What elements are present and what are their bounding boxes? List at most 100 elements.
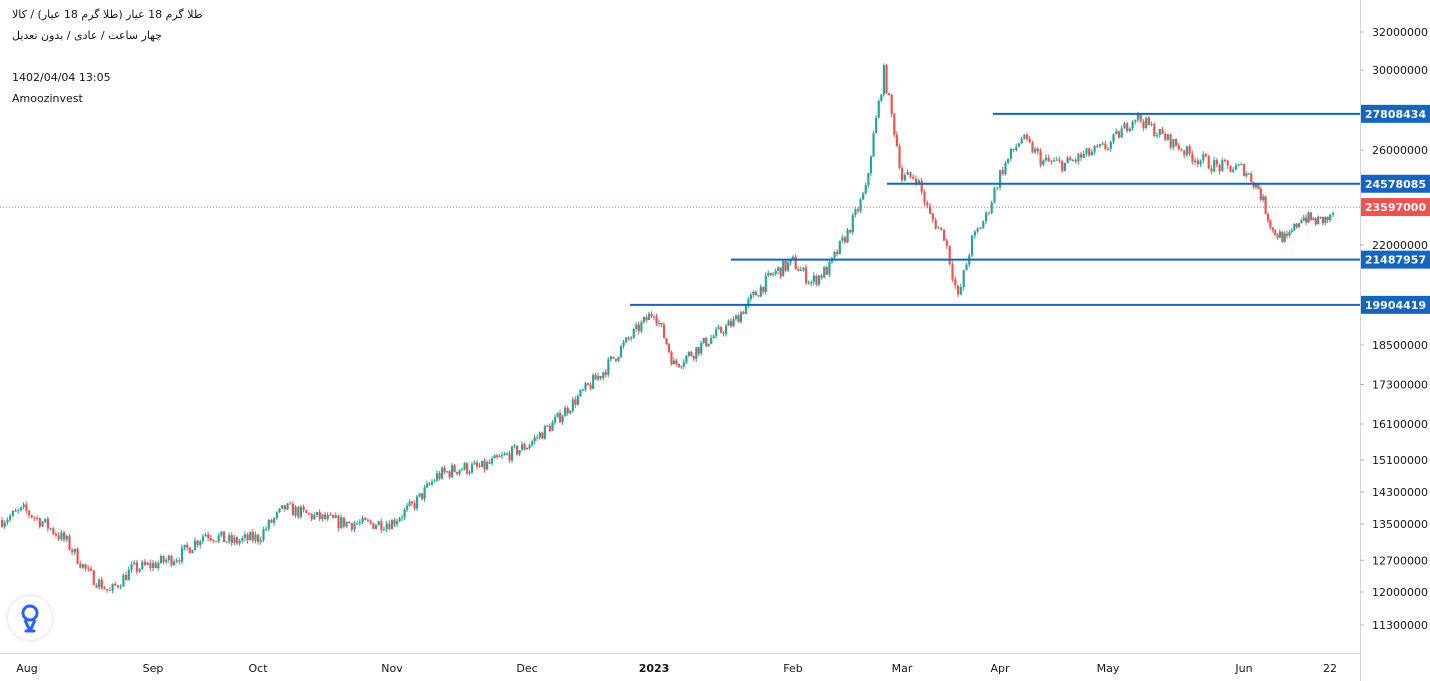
candle-body bbox=[774, 270, 777, 274]
candle-body bbox=[361, 517, 364, 523]
candle-71 bbox=[191, 549, 194, 554]
candle-body bbox=[1262, 196, 1265, 200]
candle-body bbox=[1128, 128, 1131, 132]
candle-76 bbox=[204, 533, 207, 537]
candle-360 bbox=[934, 217, 937, 230]
candle-348 bbox=[901, 164, 904, 183]
candle-body bbox=[999, 170, 1002, 188]
candle-163 bbox=[433, 478, 436, 483]
candle-body bbox=[41, 522, 44, 527]
candle-body bbox=[864, 185, 867, 194]
candle-body bbox=[518, 450, 521, 455]
candle-body bbox=[976, 228, 979, 232]
candle-body bbox=[825, 267, 828, 275]
candle-body bbox=[299, 506, 303, 517]
candle-491 bbox=[1286, 230, 1289, 239]
candle-385 bbox=[1004, 160, 1007, 176]
candle-171 bbox=[453, 463, 456, 473]
candle-body bbox=[680, 366, 683, 368]
candle-446 bbox=[1169, 133, 1172, 150]
y-tick-label: 26000000 bbox=[1372, 144, 1428, 157]
candle-481 bbox=[1262, 193, 1265, 203]
candle-106 bbox=[283, 505, 286, 512]
candle-459 bbox=[1204, 153, 1208, 158]
candle-486 bbox=[1274, 229, 1277, 236]
candle-body bbox=[57, 535, 60, 540]
candle-body bbox=[1221, 160, 1224, 172]
candle-156 bbox=[416, 495, 419, 512]
candle-380 bbox=[990, 200, 993, 215]
candle-344 bbox=[890, 93, 893, 117]
candle-body bbox=[990, 202, 993, 213]
candle-body bbox=[521, 444, 524, 451]
candle-body bbox=[888, 93, 891, 95]
candle-400 bbox=[1044, 154, 1048, 163]
candle-body bbox=[372, 523, 375, 529]
candle-body bbox=[173, 561, 176, 566]
candle-body bbox=[188, 547, 191, 554]
candle-317 bbox=[820, 274, 823, 280]
candle-body bbox=[1297, 223, 1301, 228]
candle-body bbox=[744, 305, 748, 314]
candle-body bbox=[609, 356, 613, 360]
candle-54 bbox=[146, 561, 149, 566]
candle-body bbox=[307, 513, 311, 515]
candle-body bbox=[324, 514, 327, 519]
candle-259 bbox=[675, 358, 678, 367]
candle-68 bbox=[183, 544, 186, 551]
candle-body bbox=[241, 537, 244, 541]
candle-body bbox=[859, 199, 862, 211]
level-tag-label: 24578085 bbox=[1365, 178, 1426, 191]
candle-397 bbox=[1036, 146, 1039, 155]
candle-body bbox=[1077, 153, 1080, 162]
candle-204 bbox=[536, 434, 539, 441]
candle-383 bbox=[999, 169, 1002, 191]
candle-393 bbox=[1026, 132, 1029, 142]
tradingview-logo[interactable] bbox=[8, 596, 52, 640]
candle-96 bbox=[257, 533, 260, 545]
candle-501 bbox=[1309, 212, 1313, 221]
candle-365 bbox=[948, 245, 951, 266]
candle-215 bbox=[564, 405, 567, 417]
candle-body bbox=[597, 376, 600, 380]
candle-body bbox=[867, 173, 870, 186]
candle-497 bbox=[1300, 218, 1303, 224]
candle-438 bbox=[1147, 116, 1150, 126]
candle-body bbox=[476, 462, 479, 467]
candle-66 bbox=[178, 557, 181, 565]
candle-508 bbox=[1326, 216, 1329, 223]
candle-body bbox=[742, 312, 745, 314]
candle-body bbox=[526, 448, 529, 450]
candle-440 bbox=[1153, 122, 1156, 137]
candle-207 bbox=[543, 425, 546, 440]
candle-509 bbox=[1329, 213, 1332, 223]
candle-body bbox=[614, 358, 618, 361]
candle-body bbox=[675, 360, 678, 364]
candle-body bbox=[898, 145, 901, 168]
candle-body bbox=[1020, 138, 1023, 144]
candle-body bbox=[692, 355, 695, 359]
candle-body bbox=[329, 514, 332, 516]
candle-229 bbox=[599, 375, 602, 381]
candle-body bbox=[815, 275, 818, 285]
candle-490 bbox=[1283, 231, 1286, 243]
candle-218 bbox=[571, 397, 574, 414]
candle-45 bbox=[122, 573, 125, 587]
candle-body bbox=[923, 191, 926, 203]
x-tick-label: Feb bbox=[783, 662, 802, 675]
candle-172 bbox=[456, 471, 459, 476]
candle-body bbox=[777, 267, 780, 271]
candle-251 bbox=[655, 313, 658, 326]
candle-367 bbox=[954, 275, 957, 289]
candle-199 bbox=[523, 442, 526, 451]
candle-194 bbox=[511, 445, 514, 464]
candle-body bbox=[647, 313, 651, 321]
candle-295 bbox=[764, 272, 767, 295]
candle-148 bbox=[396, 518, 399, 528]
candle-body bbox=[1153, 124, 1156, 137]
candle-body bbox=[461, 469, 464, 471]
candle-113 bbox=[302, 504, 305, 513]
candle-243 bbox=[635, 322, 638, 333]
candle-323 bbox=[836, 248, 839, 257]
